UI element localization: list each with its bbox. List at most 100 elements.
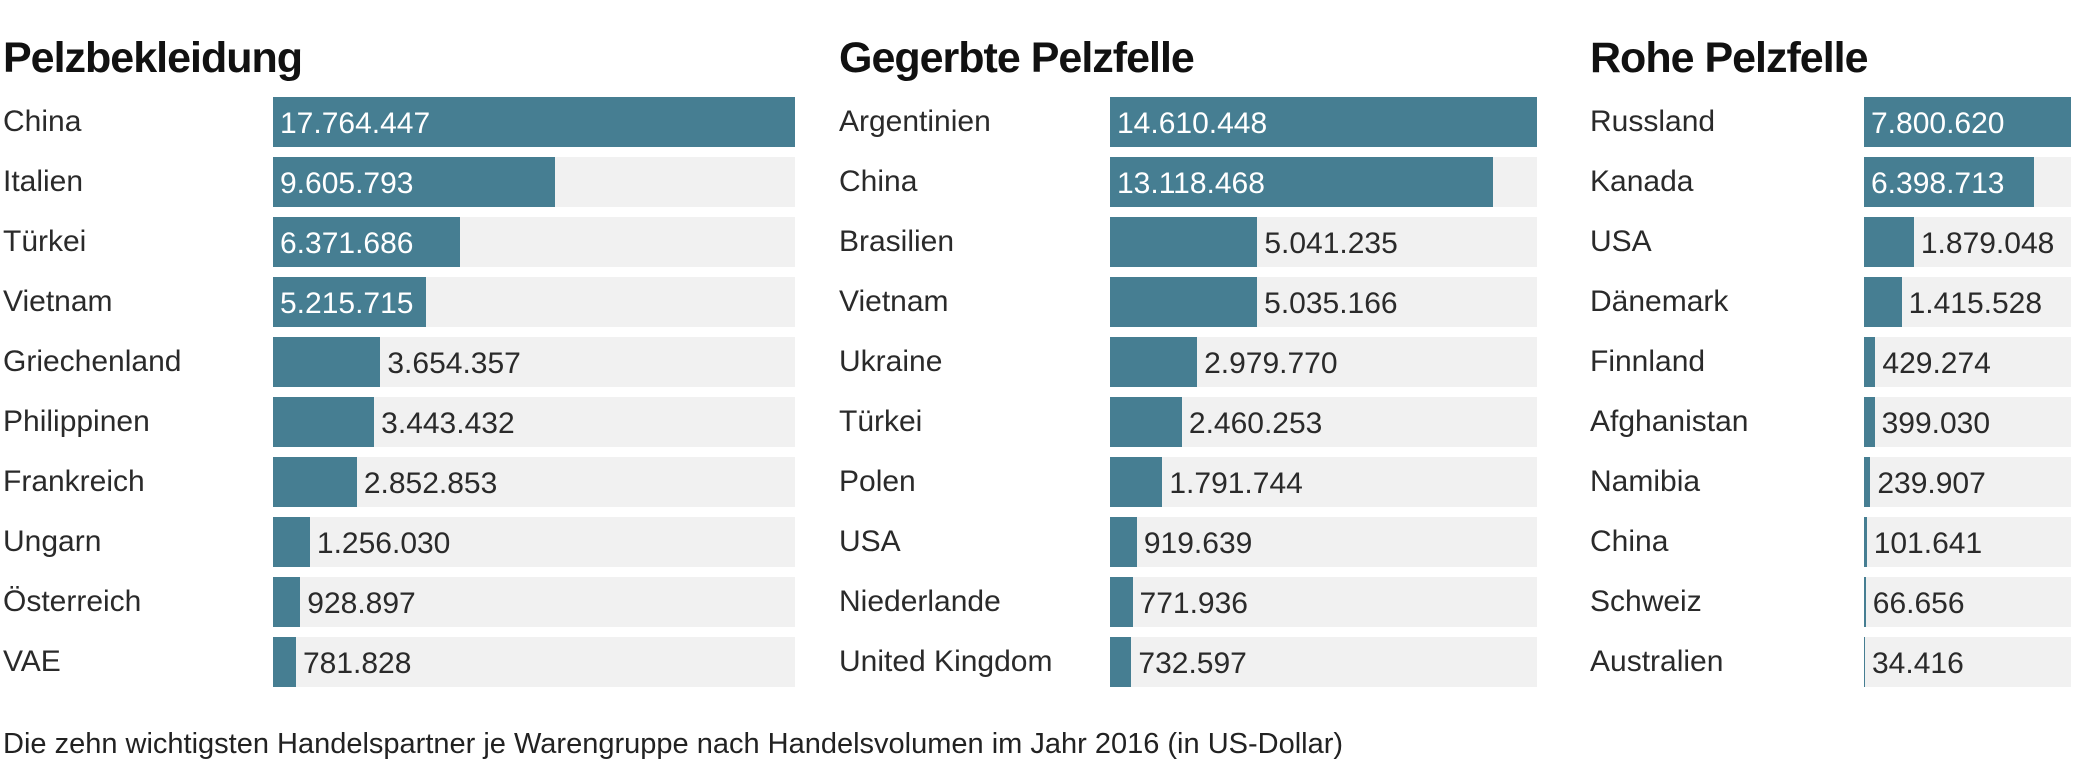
value-label: 14.610.448 [1117, 107, 1268, 140]
value-label: 781.828 [302, 647, 412, 680]
category-label: Dänemark [1590, 285, 1729, 318]
category-label: Namibia [1590, 465, 1701, 498]
value-label: 2.979.770 [1204, 347, 1338, 380]
bar [1110, 157, 1494, 207]
bar [273, 517, 310, 567]
value-label: 1.879.048 [1920, 227, 2055, 260]
category-label: Griechenland [3, 345, 182, 378]
bar [1864, 217, 1914, 267]
category-label: Australien [1590, 645, 1724, 678]
category-label: China [1590, 525, 1669, 558]
bar [1864, 97, 2071, 147]
value-label: 17.764.447 [280, 107, 431, 140]
bar-track: 3.443.432 [273, 397, 795, 447]
category-label: Afghanistan [1590, 405, 1749, 438]
bar [1110, 217, 1258, 267]
bar [1864, 577, 1866, 627]
bar-track: 919.639 [1110, 517, 1537, 567]
category-label: Türkei [3, 225, 87, 258]
category-label: Italien [3, 165, 84, 198]
bar-track: 2.460.253 [1110, 397, 1537, 447]
value-label: 13.118.468 [1117, 167, 1265, 200]
bar-track: 14.610.448 [1110, 97, 1537, 147]
bar [1864, 517, 1867, 567]
bar-track: 1.879.048 [1864, 217, 2071, 267]
value-label: 2.852.853 [363, 467, 498, 500]
bar [1864, 637, 1865, 687]
value-label: 6.371.686 [280, 227, 414, 260]
bar-track: 9.605.793 [273, 157, 795, 207]
category-label: United Kingdom [839, 645, 1053, 678]
value-label: 239.907 [1877, 467, 1986, 500]
bar-track: 2.852.853 [273, 457, 795, 507]
value-label: 399.030 [1881, 407, 1991, 440]
bar [273, 97, 795, 147]
bar [273, 217, 461, 267]
bar-track: 1.415.528 [1864, 277, 2071, 327]
bar [1864, 397, 1875, 447]
category-label: Niederlande [839, 585, 1001, 618]
category-label: USA [839, 525, 901, 558]
bar-track: 5.041.235 [1110, 217, 1537, 267]
bar-track: 1.256.030 [273, 517, 795, 567]
panel-title: Pelzbekleidung [3, 34, 303, 82]
value-label: 1.791.744 [1169, 467, 1303, 500]
bar [1864, 457, 1871, 507]
bar-track: 2.979.770 [1110, 337, 1537, 387]
value-label: 1.256.030 [316, 527, 451, 560]
category-label: Finnland [1590, 345, 1706, 378]
bar-track: 781.828 [273, 637, 795, 687]
category-label: Russland [1590, 105, 1716, 138]
value-label: 7.800.620 [1871, 107, 2005, 140]
value-label: 771.936 [1139, 587, 1248, 620]
category-label: China [3, 105, 82, 138]
category-label: USA [1590, 225, 1652, 258]
value-label: 1.415.528 [1908, 287, 2043, 320]
category-label: Argentinien [839, 105, 991, 138]
value-label: 6.398.713 [1871, 167, 2005, 200]
bar-track: 928.897 [273, 577, 795, 627]
bar [273, 277, 427, 327]
category-label: Türkei [839, 405, 923, 438]
category-label: Brasilien [839, 225, 955, 258]
footer-note: Die zehn wichtigsten Handelspartner je W… [3, 728, 1344, 760]
bar [1110, 397, 1182, 447]
bar [1110, 577, 1133, 627]
bar [1110, 97, 1537, 147]
bar [273, 337, 381, 387]
bar-track: 239.907 [1864, 457, 2071, 507]
bar [273, 637, 296, 687]
bar-track: 399.030 [1864, 397, 2071, 447]
bar [1110, 517, 1137, 567]
category-label: Philippinen [3, 405, 150, 438]
bar [273, 397, 375, 447]
bar [1864, 157, 2034, 207]
value-label: 2.460.253 [1188, 407, 1323, 440]
bar-track: 771.936 [1110, 577, 1537, 627]
category-label: Ukraine [839, 345, 943, 378]
value-label: 5.215.715 [280, 287, 414, 320]
category-label: Kanada [1590, 165, 1694, 198]
bar-track: 6.371.686 [273, 217, 795, 267]
category-label: Österreich [3, 585, 142, 618]
bar [273, 157, 556, 207]
bar-track: 101.641 [1864, 517, 2071, 567]
bar-track: 1.791.744 [1110, 457, 1537, 507]
category-label: Vietnam [839, 285, 949, 318]
bar-track: 5.035.166 [1110, 277, 1537, 327]
value-label: 5.041.235 [1264, 227, 1398, 260]
value-label: 732.597 [1138, 647, 1247, 680]
category-label: Frankreich [3, 465, 145, 498]
bar [273, 457, 357, 507]
value-label: 101.641 [1873, 527, 1983, 560]
value-label: 5.035.166 [1264, 287, 1398, 320]
value-label: 919.639 [1143, 527, 1253, 560]
value-label: 3.654.357 [387, 347, 521, 380]
bar-track: 3.654.357 [273, 337, 795, 387]
bar [1110, 277, 1258, 327]
category-label: VAE [3, 645, 61, 678]
bar-track: 6.398.713 [1864, 157, 2071, 207]
bar-track: 732.597 [1110, 637, 1537, 687]
bar [1110, 457, 1163, 507]
value-label: 34.416 [1872, 647, 1964, 680]
